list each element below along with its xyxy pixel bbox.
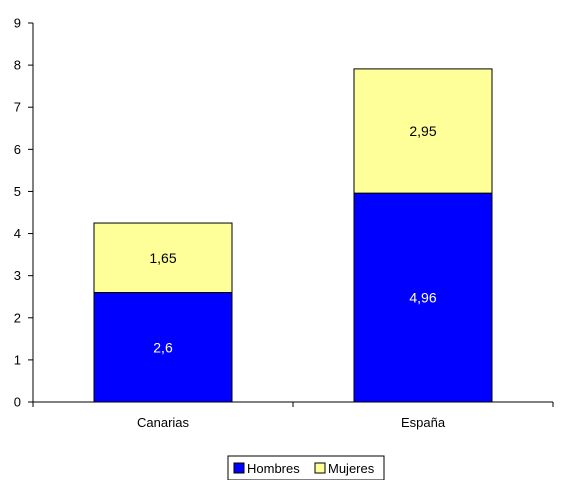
y-tick-label: 7 [14, 100, 21, 115]
legend: Hombres Mujeres [227, 455, 385, 480]
legend-swatch-mujeres [314, 462, 326, 474]
y-tick-label: 6 [14, 142, 21, 157]
x-category-label: España [401, 415, 446, 430]
y-tick-label: 9 [14, 16, 21, 31]
data-label: 2,6 [153, 339, 173, 355]
legend-label-hombres: Hombres [247, 461, 300, 476]
bar-segment-hombres [353, 192, 493, 403]
legend-box [227, 455, 385, 480]
y-tick-label: 1 [14, 352, 21, 367]
y-tick-label: 3 [14, 268, 21, 283]
x-category-label: Canarias [137, 415, 190, 430]
y-tick-label: 4 [14, 226, 21, 241]
y-tick-label: 2 [14, 310, 21, 325]
y-tick-label: 8 [14, 58, 21, 73]
legend-label-mujeres: Mujeres [328, 461, 375, 476]
bar-segment-mujeres [93, 222, 233, 294]
data-label: 4,96 [409, 290, 436, 306]
labels: 2,6 1,65 4,96 2,95 [149, 123, 436, 355]
data-label: 1,65 [149, 250, 176, 266]
bar-segment-mujeres [353, 68, 493, 194]
y-tick-label: 0 [14, 395, 21, 410]
bar-segment-hombres [93, 292, 233, 403]
y-tick-label: 5 [14, 184, 21, 199]
bars [93, 68, 493, 403]
data-label: 2,95 [409, 123, 436, 139]
legend-swatch-hombres [233, 462, 245, 474]
